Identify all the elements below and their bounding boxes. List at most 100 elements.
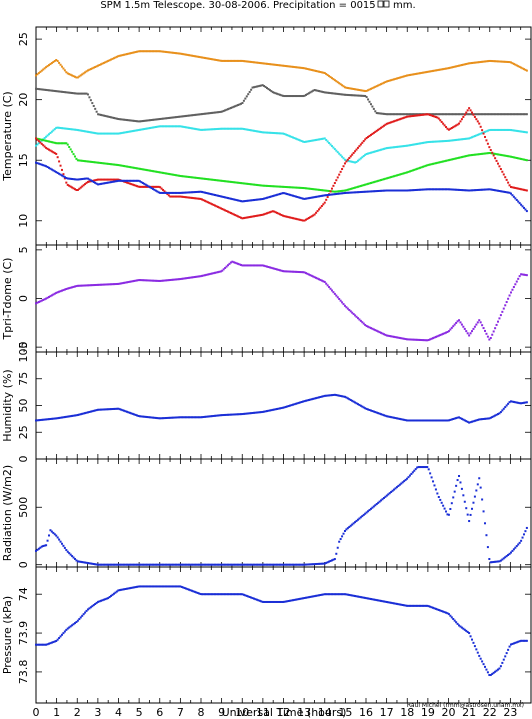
- data-point: [227, 197, 230, 200]
- data-point: [111, 408, 114, 411]
- data-point: [380, 599, 383, 602]
- data-point: [59, 173, 62, 176]
- data-point: [394, 113, 397, 116]
- data-point: [312, 196, 315, 199]
- data-point: [420, 466, 423, 469]
- data-point: [492, 188, 495, 191]
- data-point: [289, 186, 292, 189]
- data-point: [463, 327, 466, 330]
- data-point: [517, 157, 520, 160]
- data-point: [88, 178, 91, 181]
- data-point: [208, 112, 211, 115]
- data-point: [372, 598, 375, 601]
- x-tick-label: 9: [218, 706, 225, 719]
- data-point: [335, 190, 338, 193]
- data-point: [231, 59, 234, 62]
- data-point: [329, 193, 332, 196]
- data-point: [439, 161, 442, 164]
- data-point: [508, 645, 511, 648]
- data-point: [251, 411, 254, 414]
- data-point: [193, 276, 196, 279]
- data-point: [82, 184, 85, 187]
- data-point: [267, 211, 270, 214]
- y-tick-label: 100: [17, 342, 30, 363]
- data-point: [380, 413, 383, 416]
- data-point: [281, 185, 284, 188]
- data-point: [128, 179, 131, 182]
- data-point: [494, 157, 497, 160]
- data-point: [277, 407, 280, 410]
- data-point: [56, 171, 59, 174]
- data-point: [172, 125, 175, 128]
- data-point: [37, 162, 40, 165]
- data-point: [296, 218, 299, 221]
- data-point: [440, 188, 443, 191]
- data-point: [393, 488, 396, 491]
- data-point: [173, 51, 176, 54]
- data-point: [170, 278, 173, 281]
- data-point: [128, 411, 131, 414]
- data-point: [76, 159, 79, 162]
- data-point: [479, 153, 482, 156]
- data-point: [75, 128, 78, 131]
- data-point: [507, 128, 510, 131]
- data-point: [367, 89, 370, 92]
- data-point: [60, 127, 63, 130]
- data-point: [215, 194, 218, 197]
- data-point: [395, 77, 398, 80]
- data-point: [271, 185, 274, 188]
- data-point: [522, 113, 525, 116]
- panel-frame-3: [35, 458, 532, 568]
- data-point: [352, 594, 355, 597]
- data-point: [114, 132, 117, 135]
- data-point: [125, 165, 128, 168]
- data-point: [299, 218, 302, 221]
- data-point: [522, 639, 525, 642]
- data-point: [278, 563, 281, 566]
- data-point: [501, 409, 504, 412]
- data-point: [413, 73, 416, 76]
- data-point: [268, 211, 271, 214]
- data-point: [375, 329, 378, 332]
- data-point: [455, 124, 458, 127]
- data-point: [512, 195, 515, 198]
- data-point: [468, 189, 471, 192]
- data-point: [146, 50, 149, 53]
- data-point: [208, 201, 211, 204]
- data-point: [79, 284, 82, 287]
- data-point: [455, 321, 458, 324]
- data-point: [450, 616, 453, 619]
- data-point: [345, 593, 348, 596]
- data-point: [245, 128, 248, 131]
- data-point: [296, 95, 299, 98]
- data-point: [393, 416, 396, 419]
- data-point: [354, 595, 357, 598]
- data-point: [266, 62, 268, 65]
- data-point: [456, 622, 459, 625]
- data-point: [398, 118, 401, 121]
- data-point: [117, 164, 120, 167]
- data-point: [358, 403, 361, 406]
- data-point: [117, 178, 120, 181]
- data-point: [140, 185, 143, 188]
- data-point: [284, 600, 287, 603]
- data-point: [443, 124, 446, 127]
- data-point: [224, 59, 227, 62]
- data-point: [361, 184, 364, 187]
- data-point: [452, 188, 455, 191]
- data-point: [384, 189, 387, 192]
- series-2-0: [35, 393, 528, 424]
- data-point: [466, 113, 469, 116]
- data-point: [222, 127, 225, 130]
- data-point: [37, 140, 40, 143]
- data-point: [388, 601, 391, 604]
- data-point: [452, 496, 455, 499]
- data-point: [162, 279, 165, 282]
- data-point: [199, 190, 202, 193]
- data-point: [215, 59, 218, 62]
- data-point: [420, 113, 423, 116]
- data-point: [294, 402, 297, 405]
- data-point: [151, 187, 154, 190]
- data-point: [189, 196, 192, 199]
- data-point: [489, 336, 492, 339]
